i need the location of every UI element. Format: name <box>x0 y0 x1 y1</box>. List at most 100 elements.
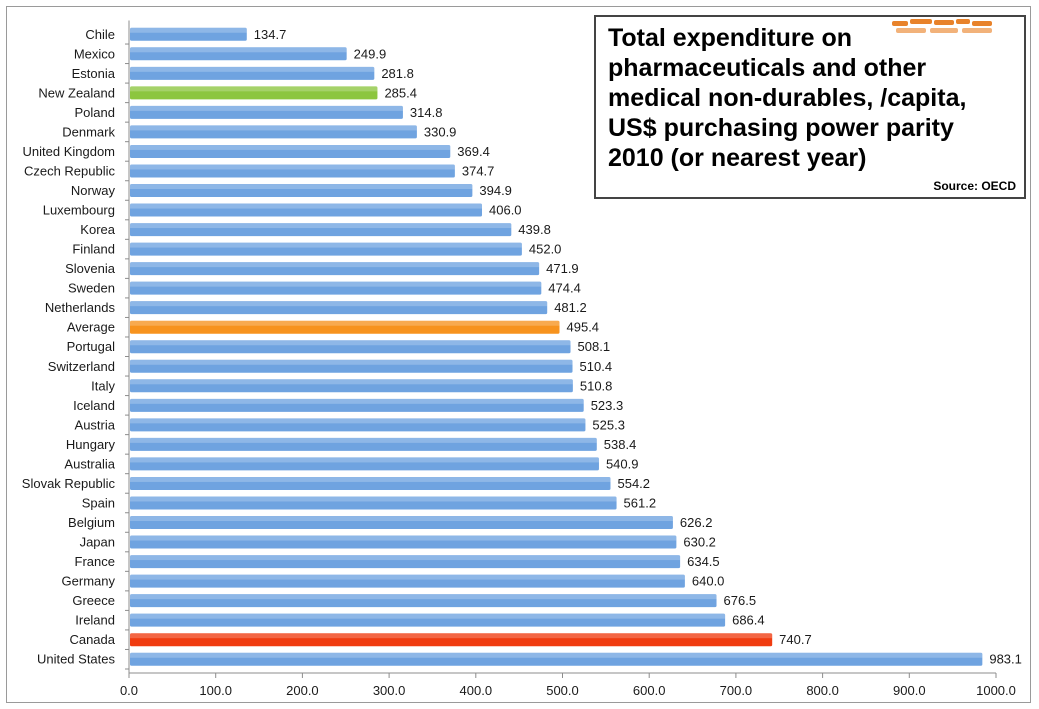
bar <box>130 379 573 393</box>
value-label: 630.2 <box>683 535 716 550</box>
bar <box>130 184 473 198</box>
bar <box>130 418 586 432</box>
value-label: 314.8 <box>410 105 443 120</box>
bar-highlight <box>130 144 451 150</box>
value-label: 676.5 <box>724 593 757 608</box>
category-label: Austria <box>75 417 116 432</box>
bar <box>130 613 726 627</box>
bar <box>130 86 378 100</box>
bar-highlight <box>130 203 483 209</box>
x-tick-label: 600.0 <box>633 683 666 698</box>
value-label: 330.9 <box>424 124 457 139</box>
logo-block <box>892 21 908 26</box>
bar-highlight <box>130 574 685 580</box>
category-label: Korea <box>80 222 115 237</box>
bar <box>130 652 983 666</box>
category-label: Germany <box>62 574 116 589</box>
category-label: France <box>75 554 115 569</box>
value-label: 510.8 <box>580 378 613 393</box>
value-label: 523.3 <box>591 398 624 413</box>
category-label: Poland <box>75 105 115 120</box>
bar-highlight <box>130 535 677 541</box>
source-note: Source: OECD <box>933 179 1016 193</box>
value-label: 540.9 <box>606 456 639 471</box>
bar-highlight <box>130 359 573 365</box>
bar <box>130 574 685 588</box>
bar-highlight <box>130 47 347 53</box>
bar <box>130 555 681 569</box>
value-label: 471.9 <box>546 261 579 276</box>
value-label: 626.2 <box>680 515 713 530</box>
bar-highlight <box>130 516 673 522</box>
value-label: 983.1 <box>989 652 1022 667</box>
category-label: United States <box>37 652 116 667</box>
logo-block <box>956 19 970 24</box>
category-label: United Kingdom <box>23 144 116 159</box>
bar-highlight <box>130 242 522 248</box>
bar <box>130 164 455 178</box>
category-label: Denmark <box>62 124 115 139</box>
x-tick-label: 1000.0 <box>976 683 1016 698</box>
logo-block <box>962 28 992 33</box>
bar-highlight <box>130 496 617 502</box>
value-label: 554.2 <box>617 476 650 491</box>
bar <box>130 47 347 61</box>
category-label: Portugal <box>67 339 116 354</box>
value-label: 740.7 <box>779 632 812 647</box>
x-tick-label: 0.0 <box>120 683 138 698</box>
category-label: Hungary <box>66 437 116 452</box>
bar-highlight <box>130 281 542 287</box>
value-label: 281.8 <box>381 66 414 81</box>
category-label: New Zealand <box>38 85 115 100</box>
bar <box>130 223 512 237</box>
bar <box>130 281 542 295</box>
x-tick-label: 800.0 <box>806 683 839 698</box>
bar-highlight <box>130 125 417 131</box>
value-label: 561.2 <box>624 495 657 510</box>
value-label: 510.4 <box>580 359 613 374</box>
bar-highlight <box>130 223 512 229</box>
bar-highlight <box>130 184 473 190</box>
bar-highlight <box>130 301 548 307</box>
value-label: 374.7 <box>462 163 495 178</box>
x-tick-label: 700.0 <box>720 683 753 698</box>
value-label: 481.2 <box>554 300 587 315</box>
logo-block <box>930 28 958 33</box>
bar <box>130 125 417 139</box>
category-label: Average <box>67 320 115 335</box>
bar-highlight <box>130 476 611 482</box>
bar-highlight <box>130 594 717 600</box>
category-label: Japan <box>80 535 115 550</box>
value-label: 406.0 <box>489 203 522 218</box>
bar <box>130 262 540 276</box>
category-label: Slovak Republic <box>22 476 116 491</box>
value-label: 285.4 <box>384 85 417 100</box>
bar <box>130 144 451 158</box>
bar <box>130 340 571 354</box>
value-label: 249.9 <box>354 46 387 61</box>
value-label: 439.8 <box>518 222 551 237</box>
bar-highlight <box>130 457 599 463</box>
value-label: 474.4 <box>548 281 581 296</box>
bar-highlight <box>130 105 403 111</box>
category-label: Estonia <box>72 66 116 81</box>
category-label: Greece <box>72 593 115 608</box>
category-label: Iceland <box>73 398 115 413</box>
x-tick-label: 300.0 <box>373 683 406 698</box>
value-label: 134.7 <box>254 27 287 42</box>
logo-icon <box>892 19 1000 35</box>
bar-highlight <box>130 320 560 326</box>
logo-block <box>972 21 992 26</box>
title-box: Total expenditure on pharmaceuticals and… <box>594 15 1026 199</box>
bar <box>130 516 673 530</box>
bar-highlight <box>130 27 247 33</box>
bar-highlight <box>130 379 573 385</box>
bar <box>130 105 403 119</box>
bar-highlight <box>130 164 455 170</box>
bar-highlight <box>130 262 540 268</box>
category-label: Mexico <box>74 46 115 61</box>
bar-highlight <box>130 613 726 619</box>
logo-block <box>934 20 954 25</box>
category-label: Finland <box>72 242 115 257</box>
